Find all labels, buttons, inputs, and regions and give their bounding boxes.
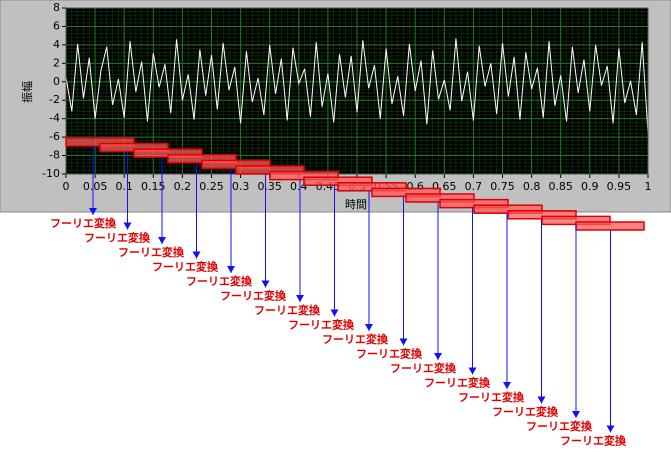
fft-label: フーリエ変換 <box>560 434 627 448</box>
fft-label: フーリエ変換 <box>254 303 321 317</box>
fft-label: フーリエ変換 <box>288 318 355 332</box>
x-tick-label: 0.85 <box>548 180 573 193</box>
fft-label: フーリエ変換 <box>424 376 491 390</box>
x-tick-label: 0.7 <box>465 180 483 193</box>
x-tick-label: 0.75 <box>490 180 515 193</box>
y-tick-label: 6 <box>53 19 60 32</box>
y-tick-label: 0 <box>53 75 60 88</box>
x-tick-label: 1 <box>645 180 652 193</box>
fft-label: フーリエ変換 <box>356 347 423 361</box>
y-tick-label: -8 <box>49 149 60 162</box>
x-tick-label: 0.95 <box>607 180 632 193</box>
fft-label: フーリエ変換 <box>526 419 593 433</box>
y-tick-label: 4 <box>53 38 60 51</box>
window <box>575 221 645 231</box>
y-tick-label: -10 <box>42 167 60 180</box>
x-tick-label: 0.3 <box>232 180 250 193</box>
x-tick-label: 0.1 <box>115 180 133 193</box>
x-tick-label: 0.9 <box>581 180 599 193</box>
y-axis-label: 振幅 <box>20 81 34 103</box>
x-axis-label: 時間 <box>345 198 367 211</box>
x-tick-label: 0.15 <box>141 180 166 193</box>
x-tick-label: 0.25 <box>199 180 224 193</box>
fft-label: フーリエ変換 <box>492 405 559 419</box>
plot-frame <box>65 7 649 175</box>
fft-label: フーリエ変換 <box>118 245 185 259</box>
y-tick-label: -4 <box>49 112 60 125</box>
x-tick-label: 0.35 <box>257 180 282 193</box>
y-tick-label: 8 <box>53 1 60 14</box>
fft-label: フーリエ変換 <box>220 289 287 303</box>
x-tick-label: 0.05 <box>83 180 108 193</box>
fft-label: フーリエ変換 <box>390 361 457 375</box>
x-tick-label: 0.2 <box>174 180 192 193</box>
signal-line <box>65 38 649 134</box>
fft-label: フーリエ変換 <box>186 274 253 288</box>
fft-label: フーリエ変換 <box>84 231 151 245</box>
x-tick-label: 0.8 <box>523 180 541 193</box>
x-tick-label: 0.4 <box>290 180 308 193</box>
fft-label: フーリエ変換 <box>322 332 389 346</box>
y-tick-label: -2 <box>49 93 60 106</box>
fft-label: フーリエ変換 <box>458 390 525 404</box>
y-tick-label: -6 <box>49 130 60 143</box>
fft-label: フーリエ変換 <box>152 260 219 274</box>
x-tick-label: 0 <box>63 180 70 193</box>
fft-label: フーリエ変換 <box>50 216 117 230</box>
y-tick-label: 2 <box>53 56 60 69</box>
